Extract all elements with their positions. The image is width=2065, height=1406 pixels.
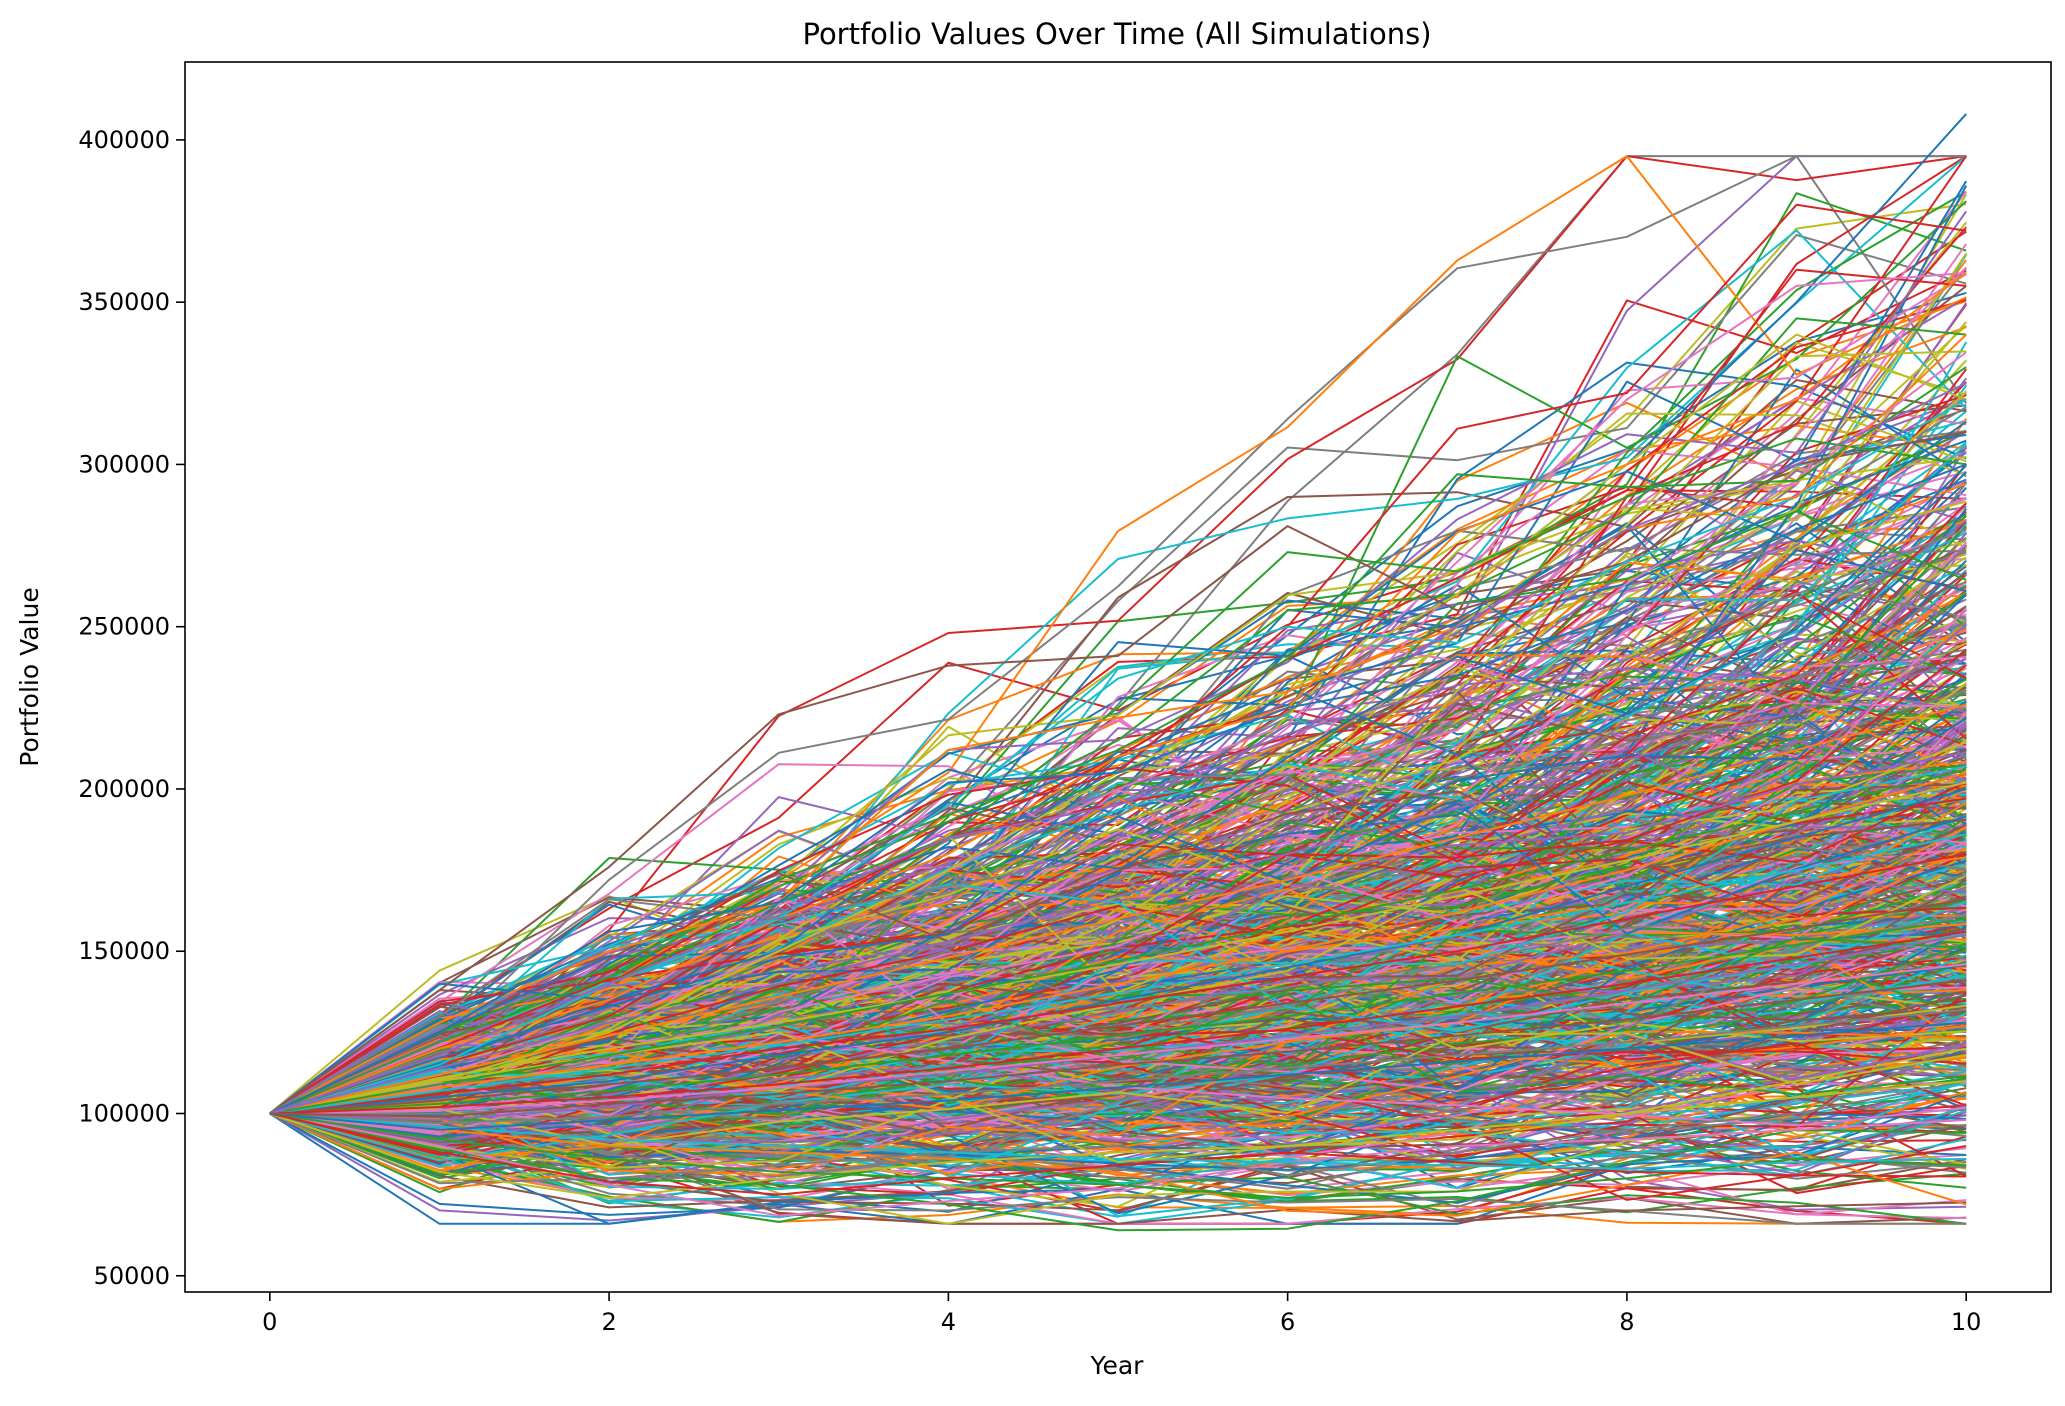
- simulation-line-key-26: [269, 771, 1967, 1115]
- simulation-line-948: [269, 914, 1967, 1115]
- simulation-line-951: [269, 802, 1967, 1115]
- simulation-line-868: [269, 719, 1967, 1115]
- simulation-line-key-22: [269, 1112, 1967, 1196]
- x-tick-label-8: 8: [1619, 1308, 1634, 1336]
- simulation-line-key-30: [269, 898, 1967, 1115]
- simulation-line-key-31: [269, 963, 1967, 1115]
- simulation-line-key-40: [269, 979, 1967, 1118]
- simulation-line-key-28: [269, 852, 1967, 1115]
- simulation-line-key-7: [269, 272, 1967, 1115]
- simulation-line-932: [269, 826, 1967, 1161]
- simulation-line-885: [269, 667, 1967, 1115]
- simulation-line-942: [269, 923, 1967, 1115]
- simulation-line-598: [269, 155, 1967, 1115]
- simulation-line-944: [269, 858, 1967, 1115]
- simulation-line-key-16: [269, 1112, 1967, 1232]
- y-axis-ticks: 50000 100000 150000 200000 250000 300000 35000…: [78, 126, 185, 1290]
- simulation-line-931: [269, 593, 1967, 1117]
- y-tick-label-350000: 350000: [78, 288, 170, 316]
- x-tick-label-6: 6: [1280, 1308, 1295, 1336]
- simulation-line-946: [269, 790, 1967, 1115]
- simulation-line-901: [269, 860, 1967, 1138]
- x-tick-label-4: 4: [941, 1308, 956, 1336]
- x-axis-label: Year: [1090, 1351, 1145, 1380]
- simulation-line-920: [269, 341, 1968, 1115]
- simulation-line-941: [269, 464, 1967, 1115]
- x-tick-label-10: 10: [1951, 1308, 1982, 1336]
- simulation-line-key-20: [269, 1047, 1967, 1199]
- y-tick-label-250000: 250000: [78, 613, 170, 641]
- simulation-line-950: [269, 883, 1967, 1115]
- y-tick-label-300000: 300000: [78, 450, 170, 478]
- simulation-line-910: [269, 814, 1967, 1190]
- simulation-line-key-21: [269, 1112, 1967, 1199]
- simulation-line-936: [269, 927, 1967, 1115]
- series-layer: [269, 113, 1968, 1232]
- x-tick-label-0: 0: [262, 1308, 277, 1336]
- simulation-line-key-24: [269, 1031, 1967, 1164]
- simulation-line-key-25: [269, 788, 1967, 1115]
- simulation-line-key-8: [269, 431, 1967, 1115]
- simulation-line-958: [269, 874, 1967, 1115]
- simulation-line-943: [269, 525, 1967, 1115]
- y-tick-label-150000: 150000: [78, 937, 170, 965]
- y-tick-label-200000: 200000: [78, 775, 170, 803]
- simulation-line-key-32: [269, 1008, 1967, 1125]
- y-tick-label-100000: 100000: [78, 1100, 170, 1128]
- simulation-line-938: [269, 773, 1967, 1115]
- simulation-line-key-34: [269, 833, 1967, 1115]
- simulation-line-key-35: [269, 1021, 1967, 1131]
- simulation-line-key-10: [269, 366, 1967, 1115]
- simulation-line-928: [269, 1040, 1967, 1134]
- simulation-line-key-37: [269, 768, 1967, 1115]
- simulation-line-904: [269, 766, 1967, 1115]
- simulation-line-849: [269, 642, 1967, 1115]
- simulation-line-key-15: [269, 382, 1967, 1115]
- simulation-line-875: [269, 1077, 1967, 1186]
- simulation-line-918: [269, 886, 1967, 1178]
- simulation-line-874: [269, 992, 1967, 1164]
- simulation-line-key-12: [269, 333, 1967, 1115]
- simulation-line-key-4: [269, 271, 1967, 1115]
- chart-title: Portfolio Values Over Time (All Simulati…: [802, 17, 1431, 51]
- simulation-line-key-11: [269, 398, 1967, 1115]
- simulation-line-key-38: [269, 930, 1967, 1115]
- simulation-line-779: [269, 321, 1967, 1115]
- simulation-line-key-13: [269, 528, 1967, 1115]
- simulation-line-key-27: [269, 917, 1967, 1115]
- simulation-line-666: [269, 616, 1967, 1115]
- simulation-line-44: [269, 269, 1967, 1115]
- simulation-line-959: [269, 1032, 1967, 1147]
- simulation-line-701: [269, 524, 1967, 1115]
- simulation-line-955: [269, 751, 1967, 1143]
- simulation-line-911: [269, 420, 1967, 1115]
- simulation-line-key-23: [269, 1112, 1967, 1170]
- simulation-line-771: [269, 1112, 1967, 1171]
- simulation-line-key-19: [269, 1080, 1967, 1185]
- y-tick-label-50000: 50000: [94, 1262, 170, 1290]
- simulation-line-key-14: [269, 463, 1967, 1115]
- simulation-line-key-36: [269, 703, 1967, 1115]
- y-tick-label-400000: 400000: [78, 126, 170, 154]
- simulation-line-key-17: [269, 1112, 1967, 1217]
- simulation-line-912: [269, 1030, 1967, 1149]
- y-axis-label: Portfolio Value: [15, 587, 44, 766]
- x-axis-ticks: 0 2 4 6 8 10: [262, 1292, 1981, 1336]
- simulation-line-key-33: [269, 781, 1967, 1115]
- simulation-line-key-39: [269, 658, 1967, 1115]
- x-tick-label-2: 2: [601, 1308, 616, 1336]
- simulation-line-922: [269, 801, 1967, 1115]
- plot-frame: [184, 61, 2052, 1293]
- simulation-line-key-5: [269, 317, 1967, 1115]
- simulation-line-703: [269, 1112, 1967, 1225]
